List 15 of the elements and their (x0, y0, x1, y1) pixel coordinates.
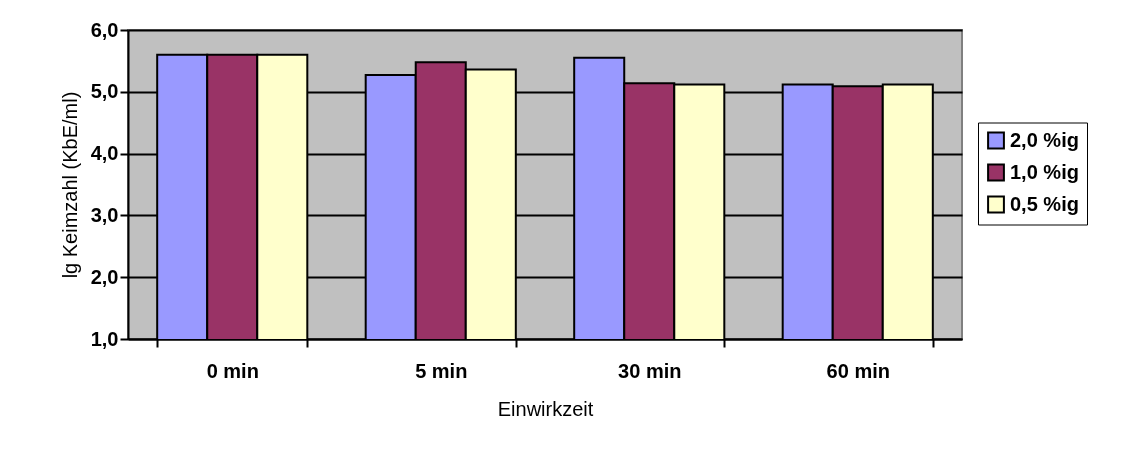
y-tick-label: 3,0 (90, 203, 119, 226)
y-tick-label: 2,0 (90, 265, 119, 288)
x-tick-label: 30 min (618, 359, 682, 382)
y-tick-label: 6,0 (90, 18, 119, 41)
y-tick-label: 4,0 (90, 142, 119, 165)
x-tick-label: 0 min (206, 359, 259, 382)
legend-label: 1,0 %ig (1010, 160, 1079, 183)
x-tick-label: 60 min (826, 359, 890, 382)
y-tick-label: 1,0 (90, 327, 119, 350)
x-axis-title: Einwirkzeit (497, 397, 594, 420)
y-tick-label: 5,0 (90, 80, 119, 103)
x-tick-label: 5 min (415, 359, 468, 382)
y-axis-title: lg Keimzahl (KbE/ml) (58, 91, 81, 279)
legend-label: 0,5 %ig (1010, 192, 1079, 215)
legend-label: 2,0 %ig (1010, 128, 1079, 151)
